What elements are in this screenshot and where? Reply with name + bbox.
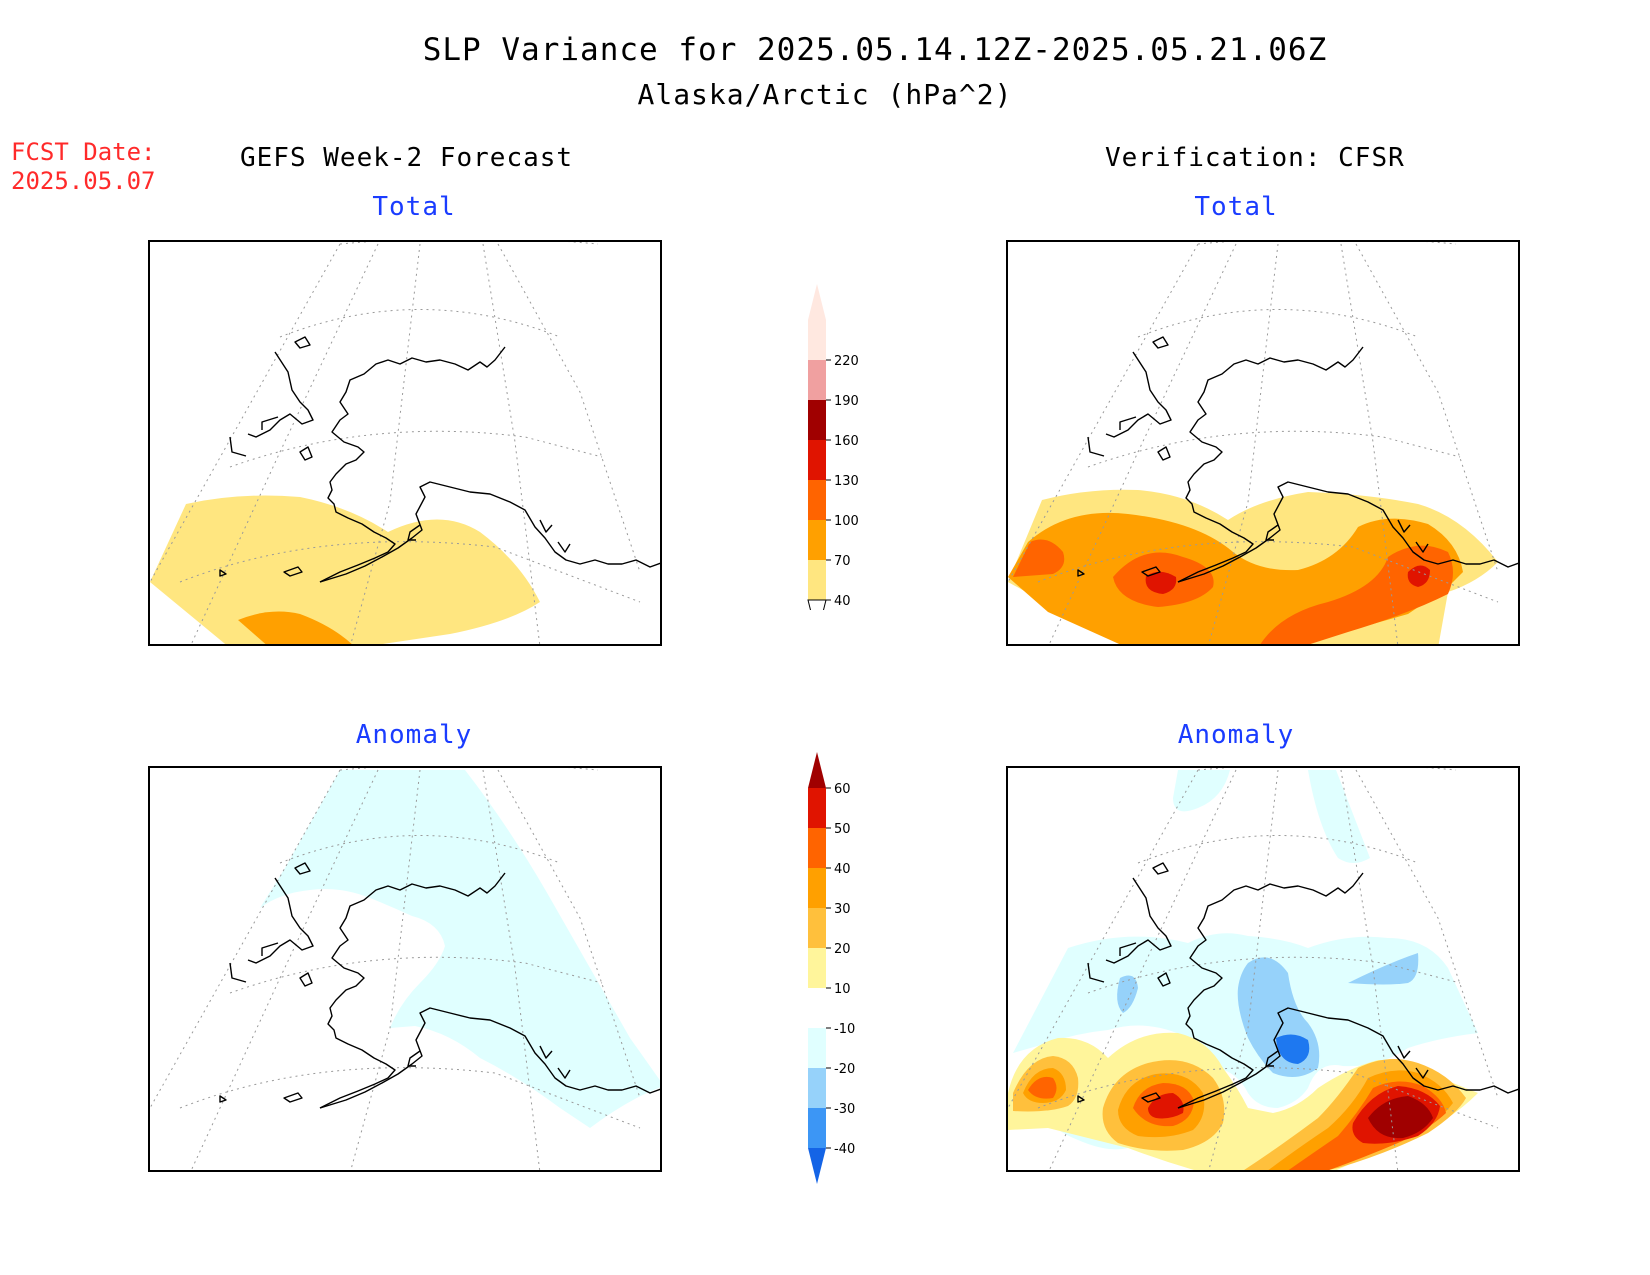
anomaly-minus10-minus20-region — [260, 770, 660, 1128]
colorbar-segment — [808, 560, 826, 600]
anomaly-40-50-region — [1028, 1076, 1057, 1099]
colorbar-tick-label: 100 — [834, 514, 859, 529]
colorbar-segment — [808, 828, 826, 868]
colorbar-segment — [808, 908, 826, 948]
colorbar-tick-label: 10 — [834, 982, 851, 997]
colorbar-segment — [808, 400, 826, 440]
anomaly-light-blue-region — [1173, 770, 1230, 812]
forecast-total-map — [148, 240, 662, 646]
colorbar-tick-label: 160 — [834, 434, 859, 449]
forecast-anomaly-map — [148, 766, 662, 1172]
total-colorbar: 40 70 100 130 160 190 220 — [807, 284, 859, 610]
colorbar-tick-label: 40 — [834, 862, 851, 877]
anomaly-minus20-minus30-region — [1348, 953, 1419, 985]
colorbar-top-arrow — [808, 752, 826, 788]
colorbar-tick-label: 60 — [834, 782, 851, 797]
colorbar-segment — [808, 1108, 826, 1148]
colorbar-tick-label: 220 — [834, 354, 859, 369]
variance-130-160-region — [1145, 571, 1177, 594]
colorbar-segment — [808, 1068, 826, 1108]
variance-130-160-region — [1407, 565, 1430, 587]
forecast-anomaly-label: Anomaly — [355, 720, 473, 750]
variance-100-130-region — [1260, 545, 1453, 644]
colorbar-tick-label: 20 — [834, 942, 851, 957]
chart-title: SLP Variance for 2025.05.14.12Z-2025.05.… — [422, 32, 1328, 68]
forecast-column-title: GEFS Week-2 Forecast — [240, 143, 574, 173]
colorbar-segment — [808, 788, 826, 828]
verification-total-label: Total — [1194, 192, 1278, 222]
colorbar-bottom-arrow — [808, 1148, 826, 1184]
colorbar-tick-label: 40 — [834, 594, 851, 609]
colorbar-tick-label: -10 — [834, 1022, 855, 1037]
variance-100-130-region — [1013, 539, 1065, 577]
verification-total-map — [1006, 240, 1520, 646]
forecast-date-label: FCST Date: — [11, 138, 156, 166]
colorbar-tick-label: 50 — [834, 822, 851, 837]
colorbar-tick-label: -20 — [834, 1062, 855, 1077]
forecast-date-value: 2025.05.07 — [11, 167, 156, 195]
anomaly-colorbar: -40 -30 -20 -10 10 20 30 40 50 60 — [808, 752, 855, 1184]
colorbar-tick-label: 70 — [834, 554, 851, 569]
colorbar-segment — [808, 480, 826, 520]
colorbar-tick-label: -40 — [834, 1142, 855, 1157]
colorbar-segment — [808, 868, 826, 908]
colorbar-segment — [808, 1028, 826, 1068]
colorbar-segment — [808, 320, 826, 360]
anomaly-minus30-minus40-region — [1276, 1034, 1310, 1064]
colorbar-tick-label: -30 — [834, 1102, 855, 1117]
colorbar-tick-label: 190 — [834, 394, 859, 409]
verification-anomaly-map — [1006, 766, 1520, 1172]
colorbar-segment — [808, 360, 826, 400]
colorbar-tick-label: 130 — [834, 474, 859, 489]
verification-column-title: Verification: CFSR — [1105, 143, 1405, 173]
colorbar-segment — [808, 520, 826, 560]
colorbar-segment — [808, 948, 826, 988]
anomaly-above-60-region — [1368, 1096, 1433, 1139]
anomaly-minus20-minus30-region — [1117, 975, 1138, 1013]
colorbar-tick-label: 30 — [834, 902, 851, 917]
chart-subtitle: Alaska/Arctic (hPa^2) — [637, 78, 1013, 111]
variance-70-100-region — [238, 611, 352, 644]
colorbar-segment — [808, 988, 826, 1028]
colorbar-bottom-arrow — [807, 599, 827, 610]
anomaly-light-blue-region — [1308, 770, 1370, 863]
verification-anomaly-label: Anomaly — [1177, 720, 1295, 750]
forecast-total-label: Total — [372, 192, 456, 222]
colorbar-top-arrow — [808, 284, 826, 320]
colorbar-segment — [808, 440, 826, 480]
